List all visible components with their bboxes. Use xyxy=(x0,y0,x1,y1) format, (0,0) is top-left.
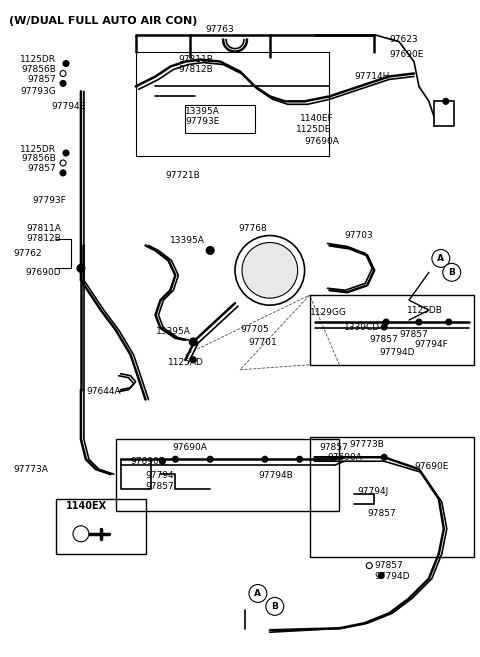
Text: (W/DUAL FULL AUTO AIR CON): (W/DUAL FULL AUTO AIR CON) xyxy=(9,16,198,26)
Text: 97690D: 97690D xyxy=(25,268,61,277)
Text: 97857: 97857 xyxy=(27,75,56,84)
Text: 97794F: 97794F xyxy=(414,340,448,350)
Circle shape xyxy=(446,319,452,325)
Text: 97690E: 97690E xyxy=(389,50,423,59)
Text: 1125DR: 1125DR xyxy=(20,55,56,64)
Text: 97690A: 97690A xyxy=(305,137,339,146)
Circle shape xyxy=(266,597,284,616)
Circle shape xyxy=(77,264,85,273)
Text: 97811A: 97811A xyxy=(26,224,61,233)
Text: 97773B: 97773B xyxy=(349,440,384,449)
Text: 1125DR: 1125DR xyxy=(20,145,56,154)
Text: 13395A: 13395A xyxy=(156,327,191,336)
Circle shape xyxy=(381,454,387,461)
Text: 97703: 97703 xyxy=(344,231,373,240)
Text: 97623: 97623 xyxy=(389,35,418,44)
Text: 97768: 97768 xyxy=(238,224,267,233)
Text: 97690A: 97690A xyxy=(327,453,362,462)
Circle shape xyxy=(378,573,384,579)
Text: 97857: 97857 xyxy=(320,443,348,452)
Circle shape xyxy=(443,99,449,104)
Circle shape xyxy=(366,562,372,568)
Text: 1125DE: 1125DE xyxy=(296,125,331,133)
Text: 97857: 97857 xyxy=(399,330,428,340)
Circle shape xyxy=(63,150,69,156)
Circle shape xyxy=(206,246,214,254)
Text: 13395A: 13395A xyxy=(185,107,220,116)
Text: 97812B: 97812B xyxy=(26,234,61,243)
Text: 13395A: 13395A xyxy=(170,236,205,245)
Text: 97856B: 97856B xyxy=(21,154,56,164)
Text: 97812B: 97812B xyxy=(179,65,213,74)
Circle shape xyxy=(190,357,196,363)
Circle shape xyxy=(189,338,197,346)
Text: 97857: 97857 xyxy=(27,164,56,173)
Text: 97794E: 97794E xyxy=(52,102,86,111)
Text: 97794: 97794 xyxy=(145,470,174,480)
Text: 97856B: 97856B xyxy=(21,65,56,74)
Circle shape xyxy=(60,70,66,76)
Circle shape xyxy=(60,170,66,176)
Text: 97690A: 97690A xyxy=(172,443,207,452)
Text: 97811B: 97811B xyxy=(179,55,213,64)
Text: 97721B: 97721B xyxy=(166,171,200,181)
Text: 97857: 97857 xyxy=(369,336,398,344)
Text: 97794D: 97794D xyxy=(374,572,410,581)
Circle shape xyxy=(383,319,389,325)
Circle shape xyxy=(159,458,166,464)
Text: 97857: 97857 xyxy=(367,509,396,518)
Circle shape xyxy=(63,60,69,66)
Circle shape xyxy=(262,456,268,463)
Text: B: B xyxy=(448,268,455,277)
Text: 97762: 97762 xyxy=(13,249,42,258)
Text: 97794B: 97794B xyxy=(258,470,293,480)
Circle shape xyxy=(60,80,66,87)
Text: 97794J: 97794J xyxy=(357,487,389,495)
Circle shape xyxy=(416,319,422,325)
Circle shape xyxy=(60,160,66,166)
Text: 1140EF: 1140EF xyxy=(300,114,333,123)
Text: 1125AD: 1125AD xyxy=(168,358,204,367)
Circle shape xyxy=(73,526,89,542)
Text: 97763: 97763 xyxy=(206,25,235,34)
Text: A: A xyxy=(437,254,444,263)
Text: 97701: 97701 xyxy=(248,338,276,348)
Circle shape xyxy=(443,263,461,281)
Text: 97644A: 97644A xyxy=(86,387,120,396)
Text: 1125DB: 1125DB xyxy=(407,306,443,315)
Text: 1140EX: 1140EX xyxy=(66,501,107,511)
Text: 97714H: 97714H xyxy=(354,72,390,81)
Circle shape xyxy=(381,324,387,330)
Text: 97794D: 97794D xyxy=(379,348,415,357)
Text: 97793G: 97793G xyxy=(20,87,56,96)
Circle shape xyxy=(242,242,298,298)
Circle shape xyxy=(432,250,450,267)
Circle shape xyxy=(172,456,179,463)
Text: A: A xyxy=(254,589,262,598)
Circle shape xyxy=(249,585,267,602)
Text: 97690E: 97690E xyxy=(131,457,165,466)
Circle shape xyxy=(297,456,302,463)
Text: 97793E: 97793E xyxy=(185,117,220,125)
Text: 97690E: 97690E xyxy=(414,462,448,470)
Text: 1129GG: 1129GG xyxy=(310,307,347,317)
Text: 97857: 97857 xyxy=(374,561,403,570)
Text: 97705: 97705 xyxy=(240,325,269,334)
Text: 97857: 97857 xyxy=(145,482,174,491)
Text: 97773A: 97773A xyxy=(13,464,48,474)
Text: 97793F: 97793F xyxy=(32,196,66,205)
Circle shape xyxy=(207,456,213,463)
Text: 1339CD: 1339CD xyxy=(344,323,381,332)
Text: B: B xyxy=(271,602,278,611)
